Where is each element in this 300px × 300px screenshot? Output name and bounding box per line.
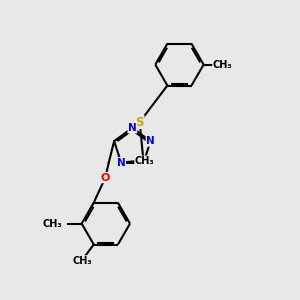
Text: S: S [135,116,144,128]
Text: CH₃: CH₃ [42,219,62,229]
Text: CH₃: CH₃ [135,156,155,166]
Text: CH₃: CH₃ [72,256,92,266]
Text: N: N [146,136,155,146]
Text: N: N [117,158,125,167]
Text: N: N [128,123,137,133]
Text: O: O [100,173,110,183]
Text: CH₃: CH₃ [213,60,232,70]
